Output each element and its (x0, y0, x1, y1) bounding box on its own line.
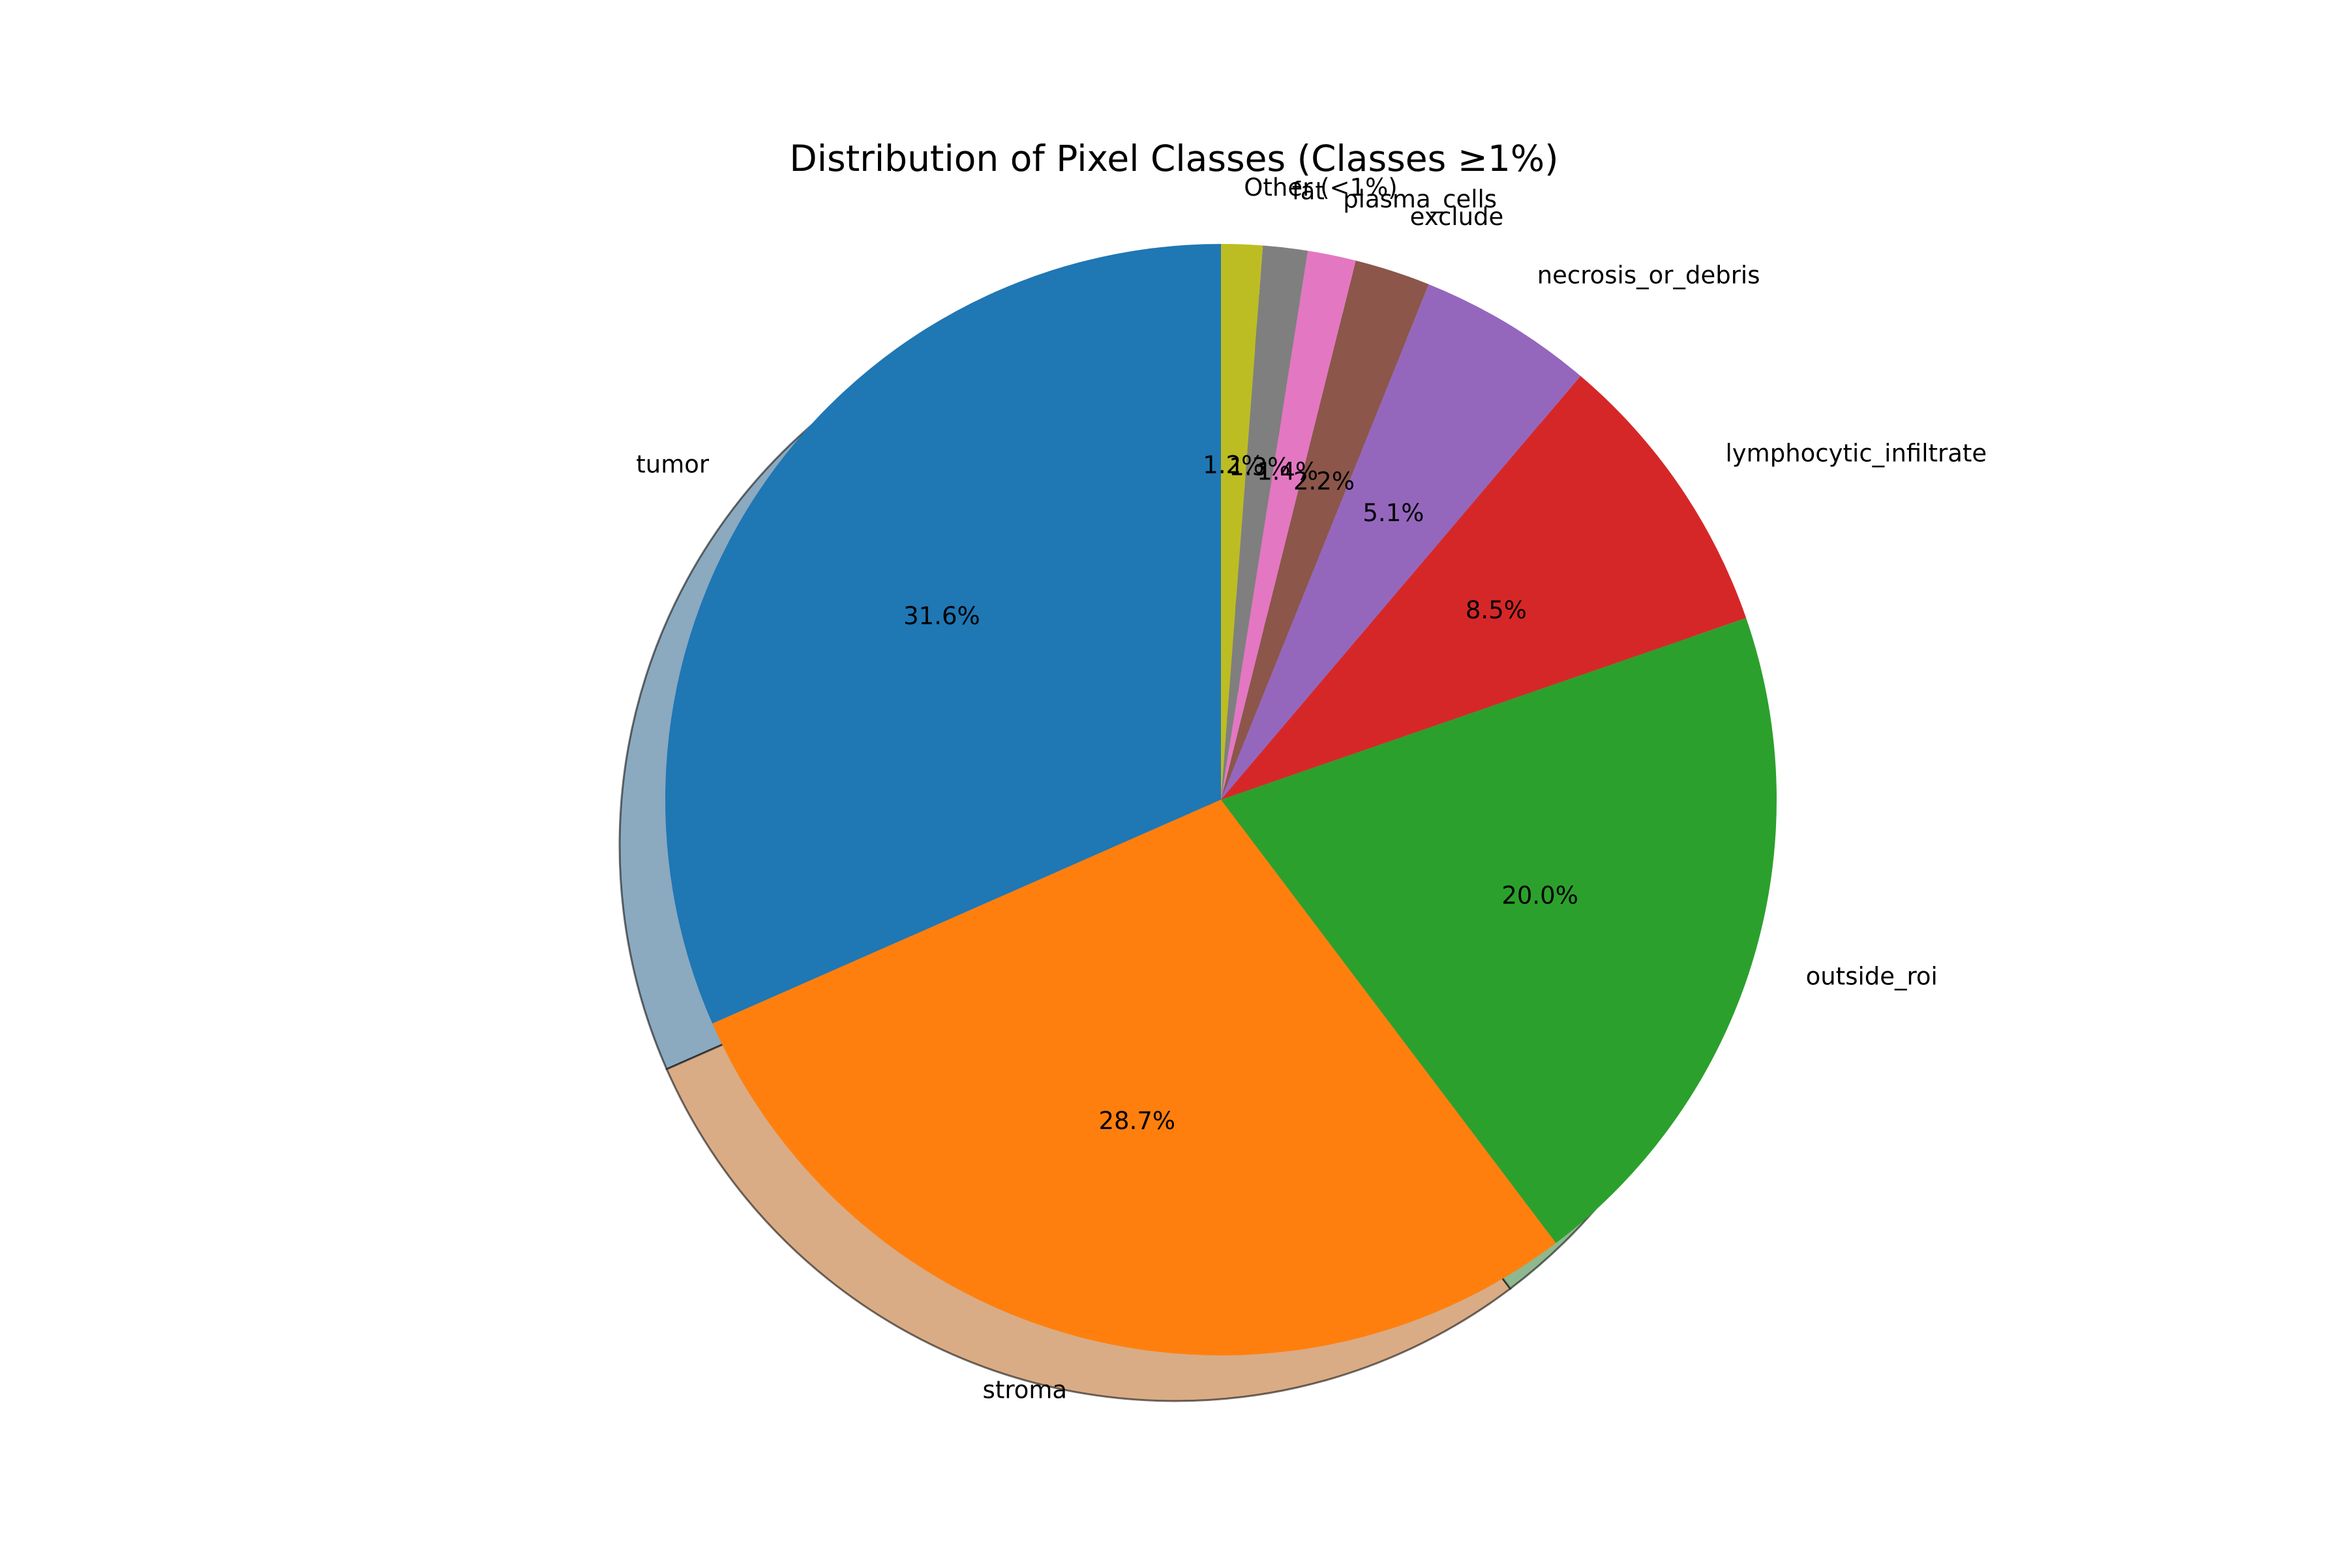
pie-slice-lymphocytic-infiltrate (1221, 376, 1747, 800)
pie-slice-tumor (665, 244, 1221, 1024)
pie-slice-plasma-cells (1221, 250, 1356, 800)
pct-label-fat: 1.3% (1229, 453, 1290, 481)
pie-slice-necrosis-or-debris (1221, 284, 1581, 800)
slice-label-necrosis-or-debris: necrosis_or_debris (1537, 261, 1760, 289)
pie-slice-exclude (1221, 260, 1429, 800)
slice-label-lymphocytic-infiltrate: lymphocytic_infiltrate (1726, 439, 1987, 467)
pct-label-other-1: 1.2% (1203, 451, 1264, 479)
slice-label-outside-roi: outside_roi (1806, 962, 1938, 990)
pct-label-outside-roi: 20.0% (1501, 881, 1578, 909)
pct-label-lymphocytic-infiltrate: 8.5% (1466, 596, 1527, 624)
pct-label-exclude: 2.2% (1293, 467, 1355, 495)
slice-label-other-1: Other (<1%) (1244, 173, 1397, 202)
pct-label-necrosis-or-debris: 5.1% (1362, 499, 1424, 527)
pie-slice-other-1 (1221, 244, 1263, 800)
slice-label-tumor: tumor (636, 450, 710, 478)
pie-slice-layer (665, 244, 1777, 1356)
pct-label-tumor: 31.6% (903, 602, 980, 630)
slice-label-plasma-cells: plasma_cells (1343, 185, 1497, 213)
slice-label-exclude: exclude (1410, 203, 1504, 231)
pct-label-stroma: 28.7% (1099, 1107, 1176, 1135)
pie-slice-fat (1221, 245, 1308, 800)
pct-label-plasma-cells: 1.4% (1257, 458, 1318, 486)
pie-slice-outside-roi (1221, 618, 1777, 1243)
slice-label-stroma: stroma (983, 1376, 1068, 1404)
slice-label-fat: fat (1292, 177, 1325, 205)
chart-title: Distribution of Pixel Classes (Classes ≥… (789, 138, 1558, 179)
pie-label-layer: tumor 31.6% stroma 28.7% outside_roi 20.0% lym… (636, 173, 1987, 1404)
pie-slice-stroma (712, 800, 1556, 1356)
